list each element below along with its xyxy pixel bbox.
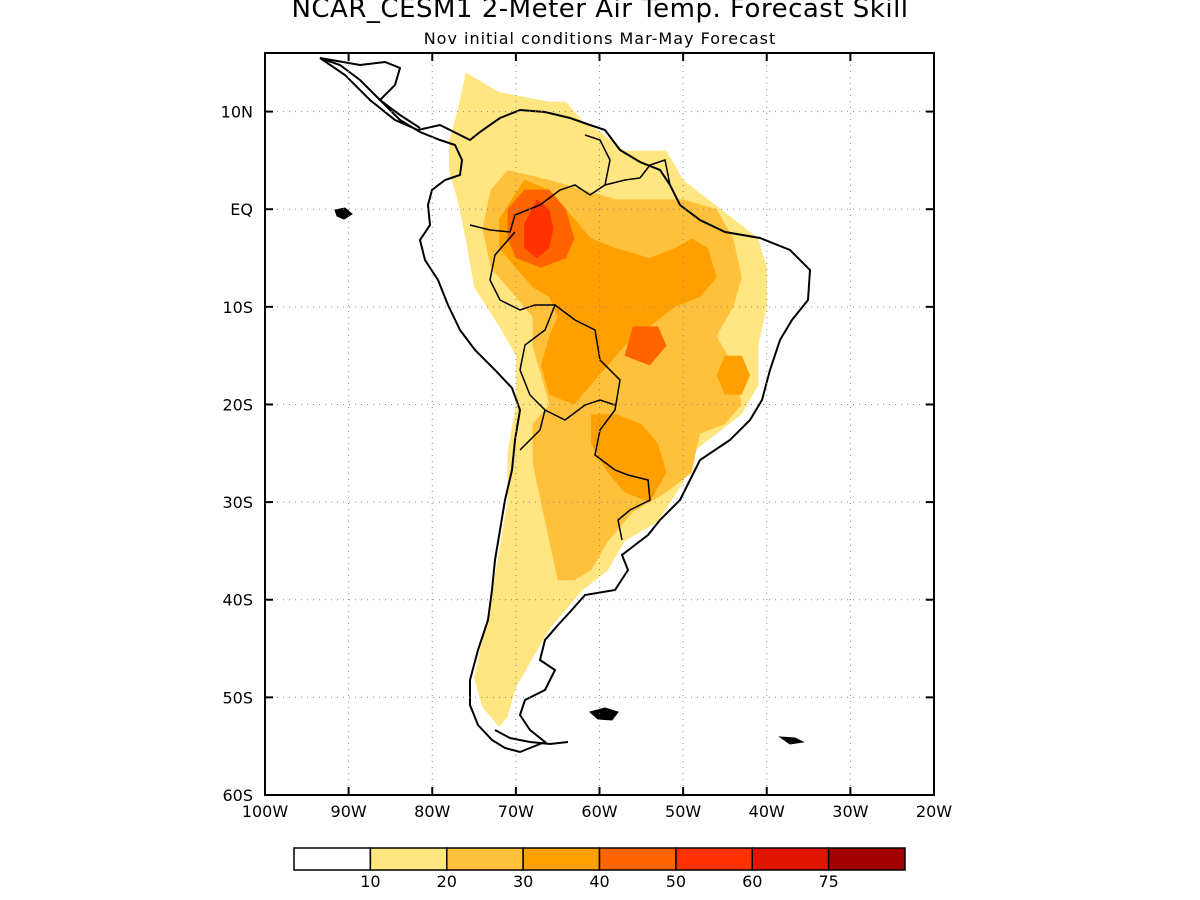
legend-swatch-2 xyxy=(446,847,524,871)
y-tick-label-2: 10S xyxy=(222,298,253,317)
legend-swatch-5 xyxy=(675,847,753,871)
color-legend: 10 20 30 40 50 60 75 xyxy=(293,847,906,891)
y-tick-label-0: 10N xyxy=(221,103,253,122)
tierra-del-fuego xyxy=(494,729,569,746)
axis-ticks: 100W 90W 80W 70W 60W 50W 40W 30W 20W 10N EQ 10S 20S 3… xyxy=(221,53,952,821)
y-tick-label-1: EQ xyxy=(230,200,253,219)
legend-swatch-0 xyxy=(293,847,372,871)
map-title: NCAR_CESM1 2-Meter Air Temp. Forecast Sk… xyxy=(291,0,909,24)
south-america-coastline xyxy=(319,57,812,754)
skill-shading-layer xyxy=(449,72,767,727)
map-subtitle: Nov initial conditions Mar-May Forecast xyxy=(423,29,777,48)
legend-swatch-4 xyxy=(598,847,677,871)
legend-label-5: 60 xyxy=(742,872,762,891)
x-tick-label-2: 80W xyxy=(414,802,450,821)
y-tick-label-4: 30S xyxy=(222,493,253,512)
south-georgia-island xyxy=(778,736,805,745)
central-america-coastline xyxy=(319,57,421,129)
falkland-islands xyxy=(588,707,619,721)
country-borders xyxy=(469,134,671,541)
legend-label-3: 40 xyxy=(589,872,609,891)
legend-label-0: 10 xyxy=(360,872,380,891)
legend-swatch-1 xyxy=(369,847,448,871)
skill-region-7 xyxy=(524,199,554,258)
legend-label-4: 50 xyxy=(666,872,686,891)
legend-label-6: 75 xyxy=(818,872,838,891)
grid-lines xyxy=(265,53,934,795)
x-tick-label-3: 70W xyxy=(498,802,534,821)
x-tick-label-4: 60W xyxy=(581,802,617,821)
x-tick-label-7: 30W xyxy=(832,802,868,821)
skill-region-4 xyxy=(716,355,750,395)
y-tick-label-6: 50S xyxy=(222,688,253,707)
legend-swatch-7 xyxy=(827,847,906,871)
y-tick-label-7: 60S xyxy=(222,786,253,805)
legend-swatch-3 xyxy=(522,847,601,871)
x-tick-label-6: 40W xyxy=(749,802,785,821)
x-tick-label-8: 20W xyxy=(916,802,952,821)
y-tick-label-3: 20S xyxy=(222,395,253,414)
coastline-layer xyxy=(319,57,812,754)
legend-swatch-6 xyxy=(751,847,830,871)
galapagos-islands xyxy=(334,207,353,220)
x-tick-label-1: 90W xyxy=(331,802,367,821)
skill-region-6 xyxy=(624,326,667,366)
legend-label-2: 30 xyxy=(513,872,533,891)
x-tick-label-0: 100W xyxy=(242,802,289,821)
x-tick-label-5: 50W xyxy=(665,802,701,821)
y-tick-label-5: 40S xyxy=(222,591,253,610)
legend-label-1: 20 xyxy=(437,872,457,891)
